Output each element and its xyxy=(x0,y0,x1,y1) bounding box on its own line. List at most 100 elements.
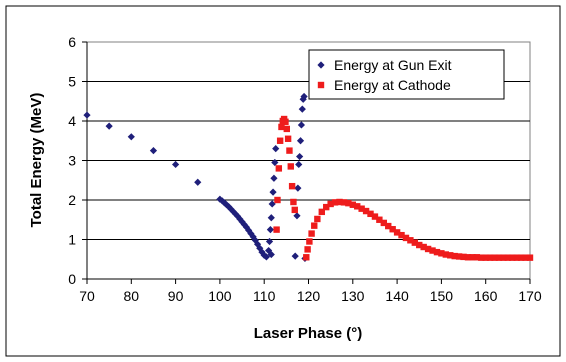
data-point-s1-62 xyxy=(500,254,507,261)
y-tick-label-5: 5 xyxy=(68,74,76,90)
x-axis-title: Laser Phase (°) xyxy=(254,325,363,342)
data-point-s1-35 xyxy=(380,219,388,227)
data-point-s1-29 xyxy=(354,203,361,210)
data-point-s1-23 xyxy=(327,200,334,208)
data-point-s1-13 xyxy=(290,198,297,206)
data-point-s0-5 xyxy=(194,178,202,186)
data-point-s0-42 xyxy=(296,152,304,161)
data-point-s1-41 xyxy=(407,237,414,244)
data-point-s1-14 xyxy=(291,206,298,214)
data-point-s1-54 xyxy=(464,254,472,261)
data-point-s1-50 xyxy=(447,252,454,259)
data-point-s0-32 xyxy=(268,200,276,208)
data-point-s1-65 xyxy=(513,254,520,261)
data-point-s1-60 xyxy=(491,254,498,261)
data-point-s1-36 xyxy=(385,222,392,230)
data-point-s1-55 xyxy=(469,254,476,261)
data-point-s1-51 xyxy=(451,252,458,260)
data-point-s1-15 xyxy=(303,254,310,261)
y-tick-label-2: 2 xyxy=(68,192,76,208)
series-1 xyxy=(273,115,534,261)
data-point-s0-23 xyxy=(253,240,262,248)
data-point-s1-10 xyxy=(286,147,293,154)
data-point-s1-32 xyxy=(367,210,374,218)
data-point-s1-4 xyxy=(278,123,285,131)
data-point-s1-2 xyxy=(275,165,283,172)
data-point-s0-43 xyxy=(296,137,305,145)
data-point-s1-44 xyxy=(420,243,427,251)
data-point-s1-12 xyxy=(288,182,296,190)
legend-marker-0 xyxy=(317,61,325,69)
x-tick-label-7: 140 xyxy=(385,288,409,304)
x-tick-labels: 70 80 90 100 110 120 130 140 150 160 170 xyxy=(79,288,542,304)
x-tick-label-6: 130 xyxy=(341,288,365,304)
data-point-s0-34 xyxy=(270,174,278,182)
data-point-s1-21 xyxy=(318,208,325,216)
data-point-s1-46 xyxy=(429,247,436,254)
data-point-s1-1 xyxy=(274,196,281,204)
data-point-s1-26 xyxy=(340,199,348,206)
data-point-s1-45 xyxy=(424,245,432,253)
data-point-s0-3 xyxy=(149,147,158,155)
data-points xyxy=(83,92,534,263)
x-tick-label-4: 110 xyxy=(253,288,276,304)
data-point-s0-47 xyxy=(300,92,308,101)
x-tick-label-5: 120 xyxy=(297,288,321,304)
data-point-s1-8 xyxy=(283,125,290,133)
data-point-s1-9 xyxy=(284,135,292,142)
data-point-s1-39 xyxy=(398,231,405,239)
x-tick-label-10: 170 xyxy=(518,288,542,304)
y-tick-label-4: 4 xyxy=(68,113,76,129)
legend-marker-1 xyxy=(317,81,325,89)
data-point-s1-58 xyxy=(482,254,489,261)
legend-label-1: Energy at Cathode xyxy=(334,77,451,93)
data-point-s1-59 xyxy=(486,254,494,261)
data-point-s1-34 xyxy=(376,216,383,223)
x-tick-label-2: 90 xyxy=(168,288,184,304)
data-point-s1-56 xyxy=(473,254,481,261)
data-point-s1-11 xyxy=(287,163,294,170)
data-point-s1-31 xyxy=(362,207,370,215)
data-point-s1-43 xyxy=(416,241,423,249)
data-point-s1-25 xyxy=(336,198,343,206)
data-point-s1-40 xyxy=(402,234,410,242)
data-point-s1-68 xyxy=(526,254,534,261)
data-point-s1-33 xyxy=(371,213,379,220)
data-point-s0-31 xyxy=(267,214,275,222)
data-point-s1-30 xyxy=(358,205,365,212)
data-point-s0-40 xyxy=(294,184,302,192)
data-point-s1-61 xyxy=(495,254,503,261)
data-point-s0-1 xyxy=(105,122,113,130)
y-axis-title: Total Energy (MeV) xyxy=(28,93,45,228)
data-point-s1-63 xyxy=(504,254,512,261)
data-point-s1-24 xyxy=(331,199,339,206)
data-point-s0-45 xyxy=(298,105,306,113)
data-point-s1-49 xyxy=(442,251,450,258)
data-point-s1-52 xyxy=(455,253,463,260)
data-point-s1-7 xyxy=(282,118,289,125)
data-point-s1-20 xyxy=(314,215,321,223)
data-point-s0-0 xyxy=(83,111,91,119)
data-point-s0-39 xyxy=(293,212,301,220)
data-point-s1-64 xyxy=(509,254,516,261)
data-point-s0-46 xyxy=(299,95,307,103)
legend-box xyxy=(308,49,505,100)
x-tick-label-3: 100 xyxy=(208,288,232,304)
y-tick-label-6: 6 xyxy=(68,34,76,50)
data-point-s1-67 xyxy=(522,254,529,261)
y-tick-labels: 0 1 2 3 4 5 6 xyxy=(68,34,76,287)
data-point-s0-35 xyxy=(271,158,279,167)
y-tick-label-3: 3 xyxy=(68,153,76,169)
data-point-s0-26 xyxy=(260,251,268,259)
data-point-s1-17 xyxy=(306,238,313,245)
data-point-s1-3 xyxy=(276,137,284,144)
data-point-s0-25 xyxy=(258,248,266,256)
data-point-s0-2 xyxy=(127,133,135,141)
data-point-s0-27 xyxy=(262,253,271,261)
data-point-s0-37 xyxy=(267,250,275,259)
data-point-s0-38 xyxy=(291,252,299,260)
data-point-s0-30 xyxy=(266,226,275,234)
legend: Energy at Gun Exit Energy at Cathode xyxy=(308,49,505,100)
data-point-s1-38 xyxy=(393,229,401,236)
x-tick-label-9: 160 xyxy=(474,288,498,304)
